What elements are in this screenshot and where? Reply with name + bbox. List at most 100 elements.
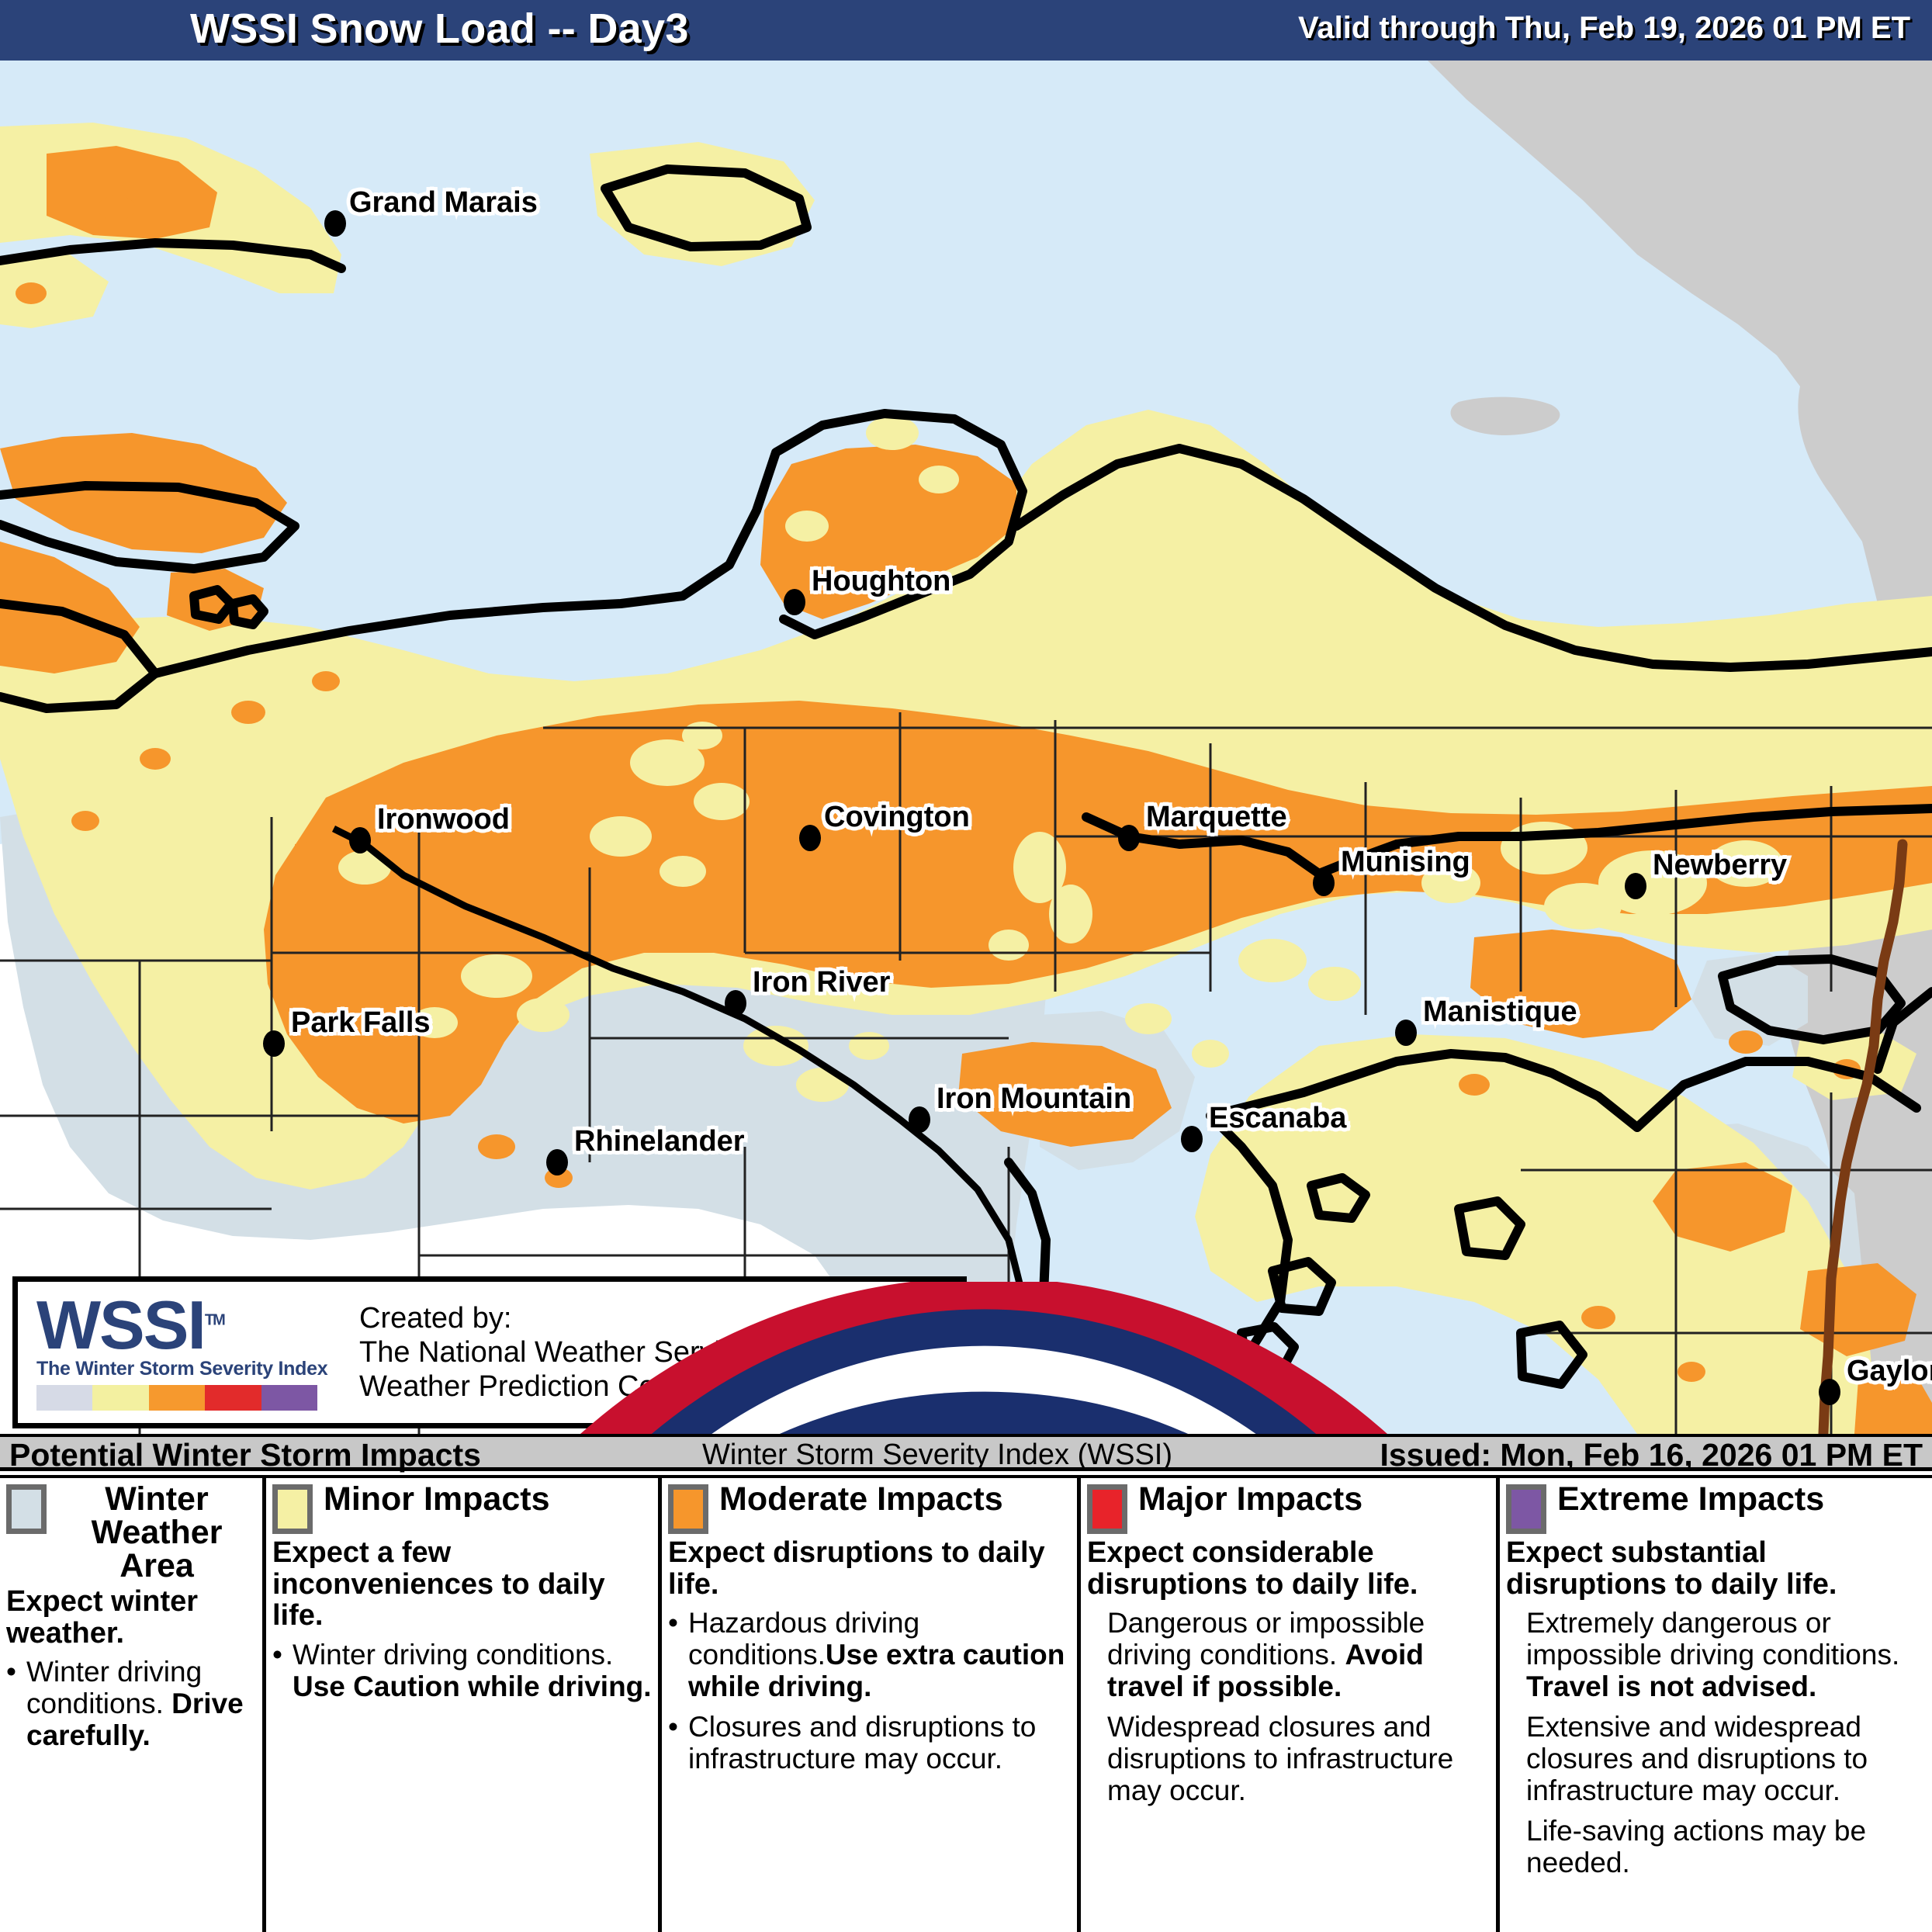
bullet-dot-icon <box>1506 1608 1526 1702</box>
legend-bullet-item: Life-saving actions may be needed. <box>1506 1815 1926 1879</box>
legend-swatch-moderate-impacts <box>668 1484 708 1534</box>
legend-bullet-list: Extremely dangerous or impossible drivin… <box>1506 1607 1926 1879</box>
bullet-dot-icon: • <box>668 1607 678 1639</box>
legend-category-name: Minor Impacts <box>324 1480 550 1518</box>
impacts-legend: Winter Weather Area Expect winter weather. •… <box>0 1475 1932 1932</box>
legend-bullet-text: Life-saving actions may be needed. <box>1526 1815 1867 1879</box>
city-label: Marquette <box>1143 798 1291 837</box>
legend-header: Moderate Impacts <box>668 1483 1071 1534</box>
city-label: Ironwood <box>374 800 514 840</box>
legend-column-minor-impacts: Minor Impacts Expect a few inconveniences… <box>266 1478 662 1932</box>
wssi-tagline: The Winter Storm Severity Index <box>36 1358 328 1380</box>
city-dot-icon <box>324 210 346 237</box>
valid-through-text: Valid through Thu, Feb 19, 2026 01 PM ET <box>1297 11 1910 45</box>
city-label: Manistique <box>1419 992 1580 1032</box>
page-header: WSSI Snow Load -- Day3 Valid through Thu… <box>0 0 1932 61</box>
page-title: WSSI Snow Load -- Day3 <box>190 5 689 52</box>
legend-column-major-impacts: Major Impacts Expect considerable disrupt… <box>1081 1478 1500 1932</box>
legend-header: Minor Impacts <box>272 1483 652 1534</box>
created-by-line-1: Created by: <box>359 1301 512 1335</box>
city-dot-icon <box>546 1149 568 1175</box>
bullet-dot-icon: • <box>6 1656 16 1688</box>
legend-swatch-minor-impacts <box>272 1484 313 1534</box>
wssi-fullname-label: Winter Storm Severity Index (WSSI) <box>702 1439 1173 1471</box>
city-label: Rhinelander <box>571 1122 749 1162</box>
city-label: Grand Marais <box>346 183 542 223</box>
canada-landmass <box>1428 61 1932 1434</box>
city-dot-icon <box>909 1106 930 1133</box>
legend-bullet-text: Extremely dangerous or impossible drivin… <box>1526 1607 1900 1702</box>
legend-summary: Expect winter weather. <box>6 1585 199 1650</box>
city-dot-icon <box>1625 873 1646 899</box>
interstate-75-route <box>1818 839 1908 1434</box>
legend-column-extreme-impacts: Extreme Impacts Expect substantial disrup… <box>1500 1478 1932 1932</box>
legend-category-name: Winter Weather Area <box>91 1480 223 1584</box>
bullet-dot-icon <box>1087 1712 1107 1806</box>
issued-timestamp: Issued: Mon, Feb 16, 2026 01 PM ET <box>1380 1437 1923 1473</box>
legend-bullet-item: • Closures and disruptions to infrastruct… <box>668 1711 1071 1775</box>
city-label: Newberry <box>1649 846 1790 885</box>
city-label: Escanaba <box>1205 1099 1349 1138</box>
potential-impacts-label: Potential Winter Storm Impacts <box>9 1437 481 1473</box>
legend-bullet-text: Closures and disruptions to infrastructu… <box>688 1711 1037 1775</box>
city-dot-icon <box>349 827 371 853</box>
city-label: Munising <box>1338 843 1474 882</box>
legend-summary: Expect substantial disruptions to daily … <box>1506 1536 1837 1601</box>
legend-category-name: Moderate Impacts <box>719 1480 1003 1518</box>
legend-header: Winter Weather Area <box>6 1483 256 1583</box>
legend-bullet-item: • Hazardous driving conditions.Use extra … <box>668 1607 1071 1702</box>
legend-bullet-item: Extremely dangerous or impossible drivin… <box>1506 1607 1926 1702</box>
city-dot-icon <box>1395 1020 1417 1046</box>
map-svg <box>0 61 1932 1434</box>
map-canvas[interactable]: 75 Grand Marais Houghton Covington Marquett… <box>0 61 1932 1434</box>
moderate-speckle-overlay <box>16 175 1861 1382</box>
legend-bullet-text: Dangerous or impossible driving conditio… <box>1107 1607 1425 1702</box>
legend-bullet-list: • Hazardous driving conditions.Use extra … <box>668 1607 1071 1775</box>
legend-bullet-item: Extensive and widespread closures and di… <box>1506 1712 1926 1806</box>
coastlines <box>0 164 1932 1434</box>
interstate-75-shield: 75 <box>1839 658 1910 732</box>
city-label: Covington <box>821 798 974 837</box>
state-boundaries <box>331 825 1034 1434</box>
city-label: Park Falls <box>288 1003 435 1043</box>
legend-category-name: Extreme Impacts <box>1557 1480 1825 1518</box>
legend-column-moderate-impacts: Moderate Impacts Expect disruptions to da… <box>662 1478 1081 1932</box>
legend-bullet-text: Winter driving conditions. Drive careful… <box>26 1656 244 1751</box>
city-dot-icon <box>1819 1379 1840 1405</box>
legend-bullet-text: Winter driving conditions. Use Caution w… <box>293 1638 652 1702</box>
city-dot-icon <box>725 990 746 1016</box>
legend-bullet-item: Dangerous or impossible driving conditio… <box>1087 1607 1490 1702</box>
city-dot-icon <box>1181 1126 1203 1152</box>
city-label: Gaylord <box>1844 1352 1932 1391</box>
legend-bullet-list: Dangerous or impossible driving conditio… <box>1087 1607 1490 1806</box>
wssi-color-bar <box>36 1385 318 1411</box>
bullet-dot-icon <box>1087 1608 1107 1702</box>
legend-bullet-text: Hazardous driving conditions.Use extra c… <box>688 1607 1065 1702</box>
legend-swatch-major-impacts <box>1087 1484 1127 1534</box>
legend-bullet-text: Widespread closures and disruptions to i… <box>1107 1711 1454 1806</box>
noaa-seal-icon: NOAA <box>652 1309 1316 1434</box>
isle-royale-gray <box>1450 396 1560 435</box>
wssi-brand: WSSITM The Winter Storm Severity Index <box>18 1286 328 1411</box>
legend-swatch-winter-weather-area <box>6 1484 47 1534</box>
city-dot-icon <box>1118 825 1140 851</box>
legend-header: Major Impacts <box>1087 1483 1490 1534</box>
bullet-dot-icon: • <box>272 1638 282 1671</box>
legend-header: Extreme Impacts <box>1506 1483 1926 1534</box>
legend-bullet-text: Extensive and widespread closures and di… <box>1526 1711 1868 1806</box>
legend-bullet-item: Widespread closures and disruptions to i… <box>1087 1712 1490 1806</box>
wssi-wordmark: WSSITM <box>36 1286 226 1363</box>
legend-summary: Expect a few inconveniences to daily lif… <box>272 1536 605 1633</box>
wssi-logo-box: WSSITM The Winter Storm Severity Index <box>12 1276 1387 1434</box>
legend-summary: Expect considerable disruptions to daily… <box>1087 1536 1418 1601</box>
legend-bullet-list: • Winter driving conditions. Drive carefu… <box>6 1656 256 1751</box>
city-label: Iron Mountain <box>933 1079 1134 1119</box>
legend-bullet-item: • Winter driving conditions. Use Caution … <box>272 1639 652 1702</box>
city-label: Iron River <box>749 963 893 1002</box>
legend-bullet-list: • Winter driving conditions. Use Caution … <box>272 1639 652 1702</box>
bullet-dot-icon <box>1506 1712 1526 1806</box>
legend-bullet-item: • Winter driving conditions. Drive carefu… <box>6 1656 256 1751</box>
city-dot-icon <box>1313 870 1335 896</box>
city-dot-icon <box>263 1030 285 1057</box>
